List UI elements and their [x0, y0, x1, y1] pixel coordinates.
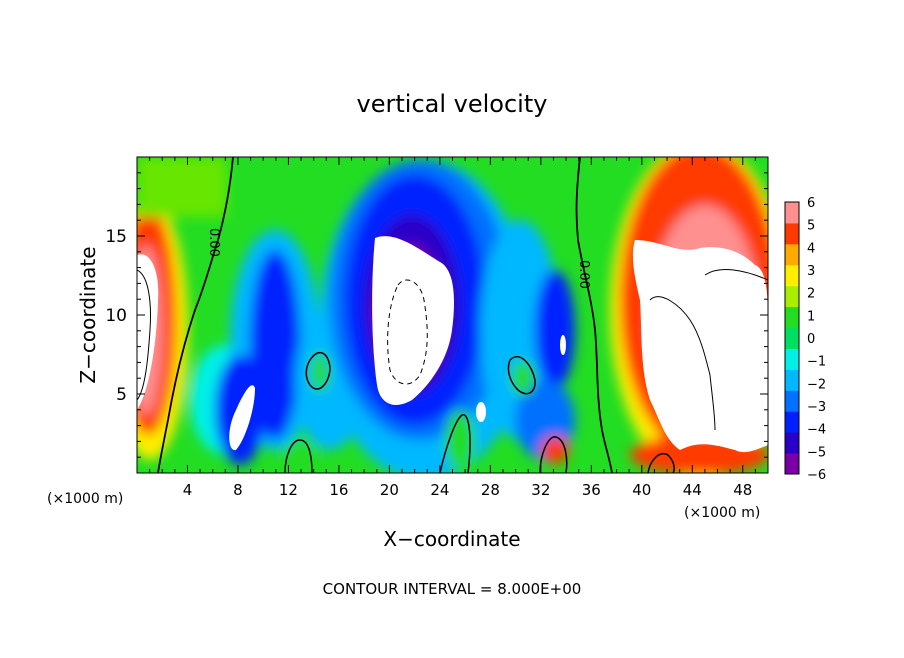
colorbar-segment — [785, 432, 799, 454]
contour-right-thin-2 — [704, 269, 768, 281]
x-unit-right: (×1000 m) — [684, 505, 760, 521]
white-region-small-mid — [476, 402, 486, 422]
zero-contour-left — [157, 157, 234, 473]
colorbar-tick-label: −6 — [807, 468, 826, 483]
colorbar-tick-label: 2 — [807, 287, 815, 302]
colorbar-tick-label: −5 — [807, 445, 826, 460]
y-tick-label: 10 — [105, 306, 127, 326]
colorbar-tick-label: 6 — [807, 196, 815, 211]
x-tick-label: 8 — [233, 481, 243, 499]
x-axis-label: X−coordinate — [383, 527, 520, 551]
contour-blob-3 — [284, 439, 313, 473]
colorbar-tick-label: −4 — [807, 423, 826, 438]
contour-blob-5 — [539, 436, 568, 473]
contour-lines — [137, 157, 768, 473]
colorbar-segment — [785, 390, 799, 412]
colorbar-segment — [785, 348, 799, 370]
colorbar-tick-label: 1 — [807, 309, 815, 324]
white-region-left — [137, 254, 159, 410]
y-tick-label: 15 — [105, 227, 127, 247]
colorbar-segment — [785, 243, 799, 266]
contour-label-2: 0.00 — [576, 260, 591, 289]
colorbar-segment — [785, 264, 799, 287]
x-tick-label: 4 — [183, 481, 193, 499]
contour-center-dashed — [387, 279, 428, 385]
contour-left-thin — [137, 269, 151, 401]
colorbar-segment — [785, 202, 799, 224]
colorbar-tick-label: −1 — [807, 355, 826, 370]
colorbar-segment — [785, 306, 799, 329]
x-tick-label: 48 — [733, 481, 752, 499]
colorbar-segment — [785, 369, 799, 391]
colorbar-segment — [785, 327, 799, 349]
colorbar-segment — [785, 411, 799, 433]
y-axis-ticks: 5 10 15 — [105, 172, 768, 458]
x-tick-label: 40 — [632, 481, 651, 499]
colorbar-tick-label: −2 — [807, 377, 826, 392]
x-tick-label: 24 — [430, 481, 449, 499]
colorbar-tick-label: 5 — [807, 219, 815, 234]
white-region-right — [632, 240, 768, 453]
x-tick-label: 36 — [582, 481, 601, 499]
colorbar-frame — [784, 201, 800, 475]
contour-right-thin-1 — [649, 296, 716, 431]
plot-area: 0.00 0.00 — [137, 157, 768, 473]
white-region-center — [372, 236, 455, 405]
y-tick-label: 5 — [116, 385, 127, 405]
chart-title: vertical velocity — [357, 90, 548, 118]
white-region-left-small — [229, 385, 255, 451]
zero-contour-right — [575, 157, 613, 473]
colorbar-segment — [785, 453, 799, 475]
colorbar-segment — [785, 222, 799, 245]
white-region-small-right — [560, 335, 566, 355]
x-unit-left: (×1000 m) — [47, 491, 123, 507]
colorbar-tick-label: 4 — [807, 241, 815, 256]
contour-label-1: 0.00 — [206, 228, 221, 257]
contour-blob-6 — [647, 453, 675, 473]
y-axis-label: Z−coordinate — [76, 246, 100, 383]
x-tick-label: 44 — [683, 481, 702, 499]
colorbar: 6 5 4 3 2 1 0 −1 −2 −3 −4 −5 −6 — [784, 196, 826, 483]
x-tick-label: 12 — [279, 481, 298, 499]
colorbar-tick-label: −3 — [807, 400, 826, 415]
x-tick-label: 32 — [531, 481, 550, 499]
x-tick-label: 16 — [329, 481, 348, 499]
x-tick-label: 28 — [481, 481, 500, 499]
colorbar-segment — [785, 285, 799, 308]
contour-interval-note: CONTOUR INTERVAL = 8.000E+00 — [323, 580, 582, 598]
x-axis-ticks: 4 8 12 16 20 24 28 32 36 40 44 48 — [149, 157, 756, 499]
colorbar-tick-label: 3 — [807, 264, 815, 279]
x-tick-label: 20 — [380, 481, 399, 499]
contour-blob-2 — [507, 356, 536, 395]
contour-blob-4 — [439, 414, 471, 473]
colorbar-tick-label: 0 — [807, 332, 815, 347]
contour-blob-1 — [305, 351, 331, 390]
